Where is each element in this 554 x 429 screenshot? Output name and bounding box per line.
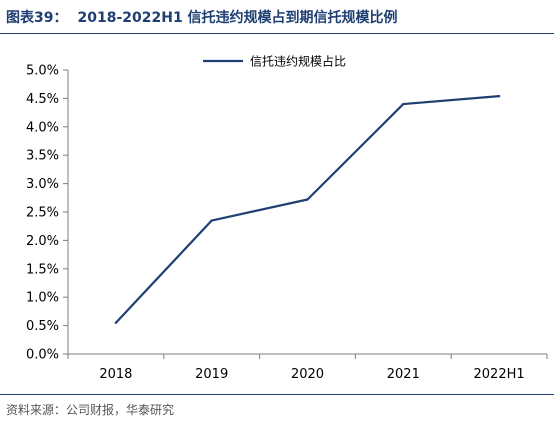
- y-tick-label: 1.5%: [26, 262, 59, 277]
- x-tick-label: 2022H1: [474, 367, 525, 382]
- x-tick-label: 2019: [195, 367, 228, 382]
- line-chart: 0.0% 0.5% 1.0% 1.5% 2.0% 2.5% 3.0% 3.5% 4.0% 4.5%…: [26, 54, 548, 382]
- data-point: [210, 219, 213, 222]
- y-tick-label: 3.0%: [26, 177, 59, 192]
- y-tick-label: 4.0%: [26, 120, 59, 135]
- y-tick-label: 2.0%: [26, 234, 59, 249]
- y-tick-label: 0.5%: [26, 319, 59, 334]
- y-tick-label: 4.5%: [26, 92, 59, 107]
- y-tick-label: 3.5%: [26, 149, 59, 164]
- data-point: [402, 102, 405, 106]
- y-tick-label: 2.5%: [26, 206, 59, 221]
- figure-title: 2018-2022H1 信托违约规模占到期信托规模比例: [77, 9, 398, 26]
- series-line: [115, 95, 500, 324]
- y-tick-label: 1.0%: [26, 291, 59, 306]
- x-tick-label: 2018: [99, 367, 132, 382]
- source-note: 资料来源：公司财报，华泰研究: [0, 394, 554, 429]
- data-point: [497, 94, 501, 98]
- x-tick-label: 2021: [387, 367, 420, 382]
- legend-label: 信托违约规模占比: [250, 54, 346, 69]
- figure-header: 图表39： 2018-2022H1 信托违约规模占到期信托规模比例: [0, 0, 554, 34]
- data-point: [114, 321, 118, 324]
- x-tick-label: 2020: [291, 367, 324, 382]
- y-tick-label: 0.0%: [26, 348, 59, 363]
- figure-label: 图表39：: [6, 9, 68, 26]
- data-point: [306, 198, 309, 201]
- y-tick-label: 5.0%: [26, 64, 59, 79]
